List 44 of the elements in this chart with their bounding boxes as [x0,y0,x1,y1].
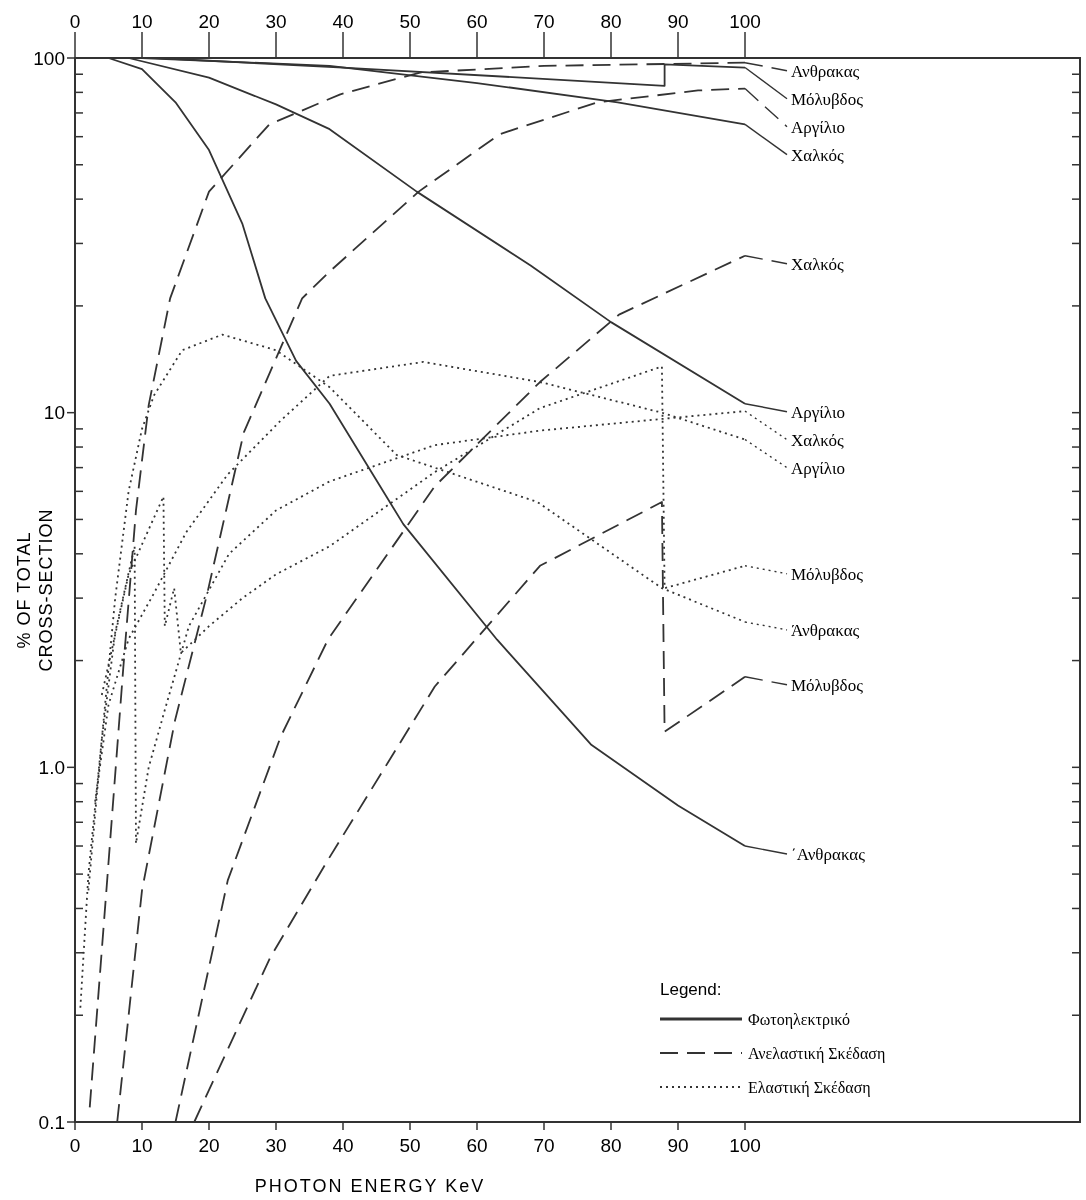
y-tick-label: 100 [33,47,65,69]
legend-label: Μόλυβδος [791,564,864,584]
annotation: Ελαστική Σκέδαση [748,1078,871,1097]
x2-tick-label: 20 [198,11,220,32]
text: Χαλκός [791,430,844,450]
text: Χαλκός [791,145,844,165]
x2-tick-label: 50 [399,11,421,32]
annotation: Ανελαστική Σκέδαση [748,1044,886,1063]
x2-tick-label: 60 [466,11,488,32]
x2-tick-label: 10 [131,11,153,32]
x-tick-label: 0 [69,1135,81,1156]
x-tick-label: 10 [131,1135,153,1156]
x2-tick-label: 80 [600,11,622,32]
x2-tick-label: 100 [729,11,761,32]
legend-label: Άνθρακας [791,620,860,640]
legend-label: Αργίλιο [791,402,845,422]
text: Μόλυβδος [791,89,864,109]
x-tick-label: 20 [198,1135,220,1156]
x2-tick-label: 0 [69,11,81,32]
x2-tick-label: 90 [667,11,689,32]
x2-tick-label: 30 [265,11,287,32]
y-tick-label: 10 [43,402,65,424]
annotation: Φωτοηλεκτρικό [748,1010,850,1029]
x-axis-title: PHOTON ENERGY KeV [254,1176,486,1196]
x-tick-label: 50 [399,1135,421,1156]
x-tick-label: 80 [600,1135,622,1156]
text: Αργίλιο [791,458,845,478]
x-tick-label: 40 [332,1135,354,1156]
x-tick-label: 100 [729,1135,761,1156]
y-tick-label: 0.1 [38,1111,65,1133]
x2-tick-label: 40 [332,11,354,32]
x2-tick-label: 70 [533,11,555,32]
text: Αργίλιο [791,117,845,137]
legend-title: Legend: [660,980,722,999]
text: Ανθρακας [791,61,860,81]
x-tick-label: 30 [265,1135,287,1156]
legend-label: ΄Ανθρακας [791,845,866,865]
x-tick-label: 60 [466,1135,488,1156]
legend-label: Χαλκός [791,254,844,274]
x-tick-label: 70 [533,1135,555,1156]
y-axis-title: % OF TOTAL CROSS-SECTION [14,508,56,672]
x-tick-label: 90 [667,1135,689,1156]
y-tick-label: 1.0 [38,756,65,778]
legend-label: Μόλυβδος [791,675,864,695]
